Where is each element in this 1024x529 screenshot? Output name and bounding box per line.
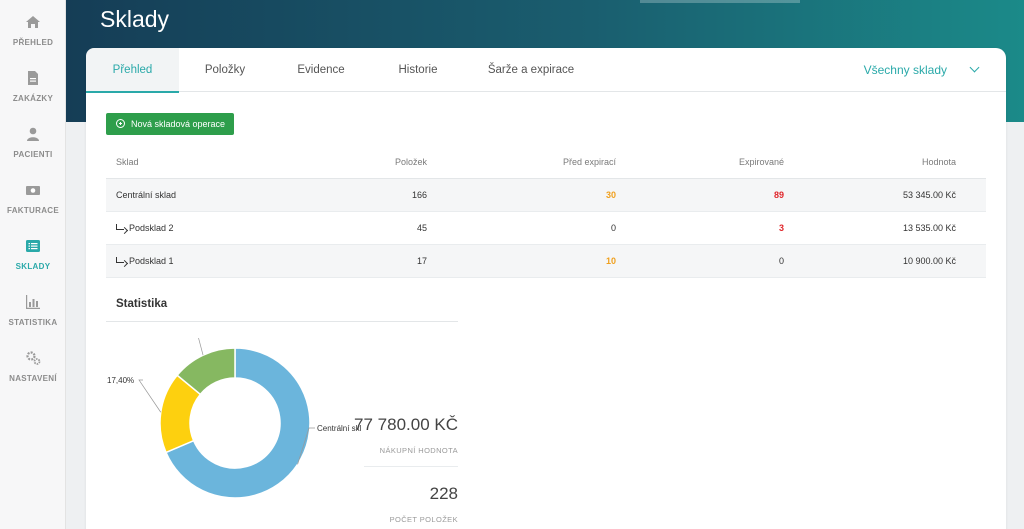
sidebar-item-label: SKLADY (15, 262, 51, 271)
row-value: 10 900.00 Kč (902, 256, 956, 266)
sidebar-item-zakazky[interactable]: ZAKÁZKY (0, 70, 66, 126)
new-warehouse-operation-label: Nová skladová operace (131, 119, 226, 129)
new-warehouse-operation-button[interactable]: Nová skladová operace (106, 113, 235, 135)
donut-slice-label: 17,40% (107, 376, 134, 385)
sidebar-item-nastaveni[interactable]: NASTAVENÍ (0, 350, 66, 406)
donut-leader-line (198, 338, 204, 356)
total-value-label: NÁKUPNÍ HODNOTA (379, 446, 458, 455)
document-icon (28, 71, 38, 85)
chevron-down-icon (969, 62, 980, 73)
table-row[interactable]: Podsklad 2 45 0 3 13 535.00 Kč (106, 212, 986, 245)
row-value: 53 345.00 Kč (902, 190, 956, 200)
sidebar-item-label: STATISTIKA (8, 318, 58, 327)
row-name-wrap: Podsklad 1 (116, 245, 174, 278)
money-icon (26, 186, 40, 195)
statistics-title: Statistika (116, 298, 168, 310)
row-items: 45 (416, 223, 427, 233)
donut-slice[interactable] (165, 347, 311, 499)
sidebar-item-sklady[interactable]: SKLADY (0, 238, 66, 294)
main-card: Přehled Položky Evidence Historie Šarže … (86, 48, 1006, 529)
row-expired: 89 (773, 190, 784, 200)
plus-circle-icon (116, 119, 125, 128)
donut-leader-line (297, 427, 315, 465)
subdirectory-arrow-icon (116, 257, 124, 263)
sidebar-item-label: PACIENTI (13, 150, 53, 159)
home-icon (26, 16, 40, 28)
row-items: 166 (411, 190, 427, 200)
tab-prehled[interactable]: Přehled (86, 48, 179, 93)
subdirectory-arrow-icon (116, 224, 124, 230)
row-expired: 0 (778, 256, 784, 266)
total-value: 77 780.00 KČ (354, 415, 458, 434)
donut-slice[interactable] (176, 347, 236, 396)
sidebar-item-fakturace[interactable]: FAKTURACE (0, 182, 66, 238)
warehouse-select-value: Všechny sklady (863, 63, 947, 77)
sidebar-item-label: FAKTURACE (6, 206, 60, 215)
statistics-divider (106, 321, 458, 322)
warehouse-select[interactable]: Všechny sklady (863, 48, 980, 92)
col-header-sklad[interactable]: Sklad (116, 157, 139, 167)
row-name: Podsklad 2 (129, 223, 174, 233)
sidebar-item-label: NASTAVENÍ (9, 374, 57, 383)
tab-bar: Přehled Položky Evidence Historie Šarže … (86, 48, 1006, 93)
kpi-divider (364, 466, 458, 467)
gears-icon (26, 351, 41, 365)
tab-polozky[interactable]: Položky (204, 64, 246, 76)
row-name: Podsklad 1 (129, 256, 174, 266)
sidebar-item-prehled[interactable]: PŘEHLED (0, 14, 66, 70)
page-title: Sklady (100, 6, 170, 32)
user-icon (27, 127, 39, 141)
item-count: 228 (429, 484, 458, 503)
row-before-expiry: 30 (605, 190, 616, 200)
row-items: 17 (416, 256, 427, 266)
tab-historie[interactable]: Historie (398, 64, 438, 76)
warehouse-table: Sklad Položek Před expirací Expirované H… (106, 146, 986, 278)
col-header-hodnota[interactable]: Hodnota (921, 157, 956, 167)
sidebar: PŘEHLED ZAKÁZKY PACIENTI FAKTURACE SKLAD… (0, 0, 66, 529)
sidebar-item-pacienti[interactable]: PACIENTI (0, 126, 66, 182)
donut-leader-line (138, 379, 162, 413)
col-header-pred-expiraci[interactable]: Před expirací (562, 157, 616, 167)
row-before-expiry: 10 (605, 256, 616, 266)
row-expired: 3 (778, 223, 784, 233)
row-before-expiry: 0 (610, 223, 616, 233)
tab-sarze-expirace[interactable]: Šarže a expirace (487, 64, 575, 76)
sidebar-item-statistika[interactable]: STATISTIKA (0, 294, 66, 350)
item-count-label: POČET POLOŽEK (389, 515, 458, 524)
table-row[interactable]: Centrální sklad 166 30 89 53 345.00 Kč (106, 179, 986, 212)
col-header-polozek[interactable]: Položek (394, 157, 427, 167)
row-name: Centrální sklad (116, 190, 177, 200)
header-accent (640, 0, 800, 3)
list-icon (26, 240, 40, 252)
sidebar-item-label: PŘEHLED (12, 38, 54, 47)
row-name-wrap: Podsklad 2 (116, 212, 174, 245)
table-header-row: Sklad Položek Před expirací Expirované H… (106, 146, 986, 179)
table-row[interactable]: Podsklad 1 17 10 0 10 900.00 Kč (106, 245, 986, 278)
tab-evidence[interactable]: Evidence (297, 64, 345, 76)
sidebar-item-label: ZAKÁZKY (12, 94, 54, 103)
bar-chart-icon (26, 295, 40, 309)
donut-slice-label: Centrální skl (317, 424, 362, 433)
col-header-expirovane[interactable]: Expirované (738, 157, 784, 167)
row-value: 13 535.00 Kč (902, 223, 956, 233)
